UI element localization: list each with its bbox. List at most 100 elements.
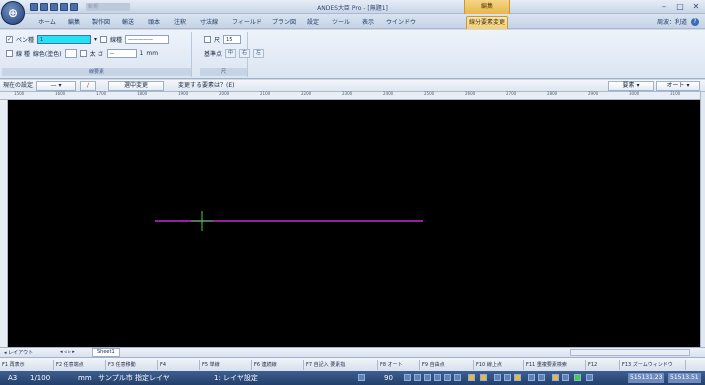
snap-left-button[interactable]: 左 — [253, 49, 265, 58]
layout-tab[interactable]: ◂ レイアウト — [4, 350, 34, 356]
fn-key-f5[interactable]: F5 単線 — [202, 360, 252, 370]
snap-right-button[interactable]: 右 — [239, 49, 251, 58]
scale-checkbox[interactable] — [204, 36, 211, 43]
help-icon[interactable] — [586, 374, 593, 381]
help-icon[interactable]: ? — [691, 17, 699, 26]
fn-key-code: F13 — [622, 362, 632, 368]
tab-0[interactable]: ホーム — [38, 19, 56, 26]
hatch-icon[interactable] — [494, 374, 501, 381]
color-select[interactable] — [64, 49, 77, 58]
fn-key-f8[interactable]: F8 オート — [380, 360, 420, 370]
tab-11[interactable]: 表示 — [361, 19, 374, 26]
new-icon[interactable] — [30, 3, 38, 11]
auto-mode-select[interactable]: オート ▾ — [656, 81, 700, 91]
grid-icon[interactable] — [404, 374, 411, 381]
line-type-select[interactable]: ————— — [125, 35, 170, 44]
fn-key-f1[interactable]: F1 再表示 — [2, 360, 54, 370]
layer-icon[interactable] — [444, 374, 451, 381]
settings-icon[interactable] — [562, 374, 569, 381]
dimension-icon[interactable] — [514, 374, 521, 381]
chevron-down-icon[interactable]: ▾ — [94, 36, 98, 43]
tab-line-element-change[interactable]: 線分要素変更 — [466, 16, 508, 29]
width-checkbox[interactable] — [79, 50, 87, 57]
undo-icon[interactable] — [70, 3, 78, 11]
sheet-bar: ◂ レイアウト ◂ ◃ ▹ ▸ Sheet1 — [0, 347, 705, 357]
tab-6[interactable]: 寸法線 — [199, 19, 218, 26]
drawing-scale: 1/100 — [30, 374, 51, 382]
ruler-tick: 2200 — [301, 91, 312, 96]
width-label: 太 さ — [89, 51, 104, 58]
fn-key-code: F2 — [56, 362, 63, 368]
qat-doc-field[interactable]: 新規 — [86, 3, 130, 11]
element-mode-select[interactable]: 要素 ▾ — [608, 81, 654, 91]
dashed-label: 線 種 — [16, 51, 30, 58]
zoom-icon[interactable] — [538, 374, 545, 381]
tab-2[interactable]: 製作図 — [91, 19, 110, 26]
tab-12[interactable]: ウインドウ — [385, 19, 416, 26]
ortho-icon[interactable] — [414, 374, 421, 381]
pen-tool-icon[interactable]: ∕ — [80, 81, 96, 91]
ruler-tick: 2800 — [547, 91, 558, 96]
fn-key-label: 再表示 — [9, 362, 25, 368]
window-controls: – □ ✕ — [659, 2, 701, 12]
change-selected-button[interactable]: 選中変更 — [108, 81, 164, 91]
line-type-checkbox[interactable] — [100, 36, 108, 43]
tab-7[interactable]: フィールド — [232, 19, 262, 26]
open-icon[interactable] — [40, 3, 48, 11]
pen-color-select[interactable]: 1 — [37, 35, 92, 44]
tab-5[interactable]: 注釈 — [173, 19, 186, 26]
text-icon[interactable] — [504, 374, 511, 381]
tab-4[interactable]: 頭本 — [147, 19, 160, 26]
minimize-icon[interactable]: – — [662, 2, 666, 11]
ruler-tick: 2600 — [465, 91, 476, 96]
sheet-nav[interactable]: ◂ ◃ ▹ ▸ — [60, 349, 75, 355]
horizontal-scrollbar[interactable] — [570, 349, 690, 356]
maximize-icon[interactable]: □ — [676, 2, 684, 11]
command-prompt: 変更する要素は？(E) — [178, 82, 235, 89]
fn-key-f10[interactable]: F10 線上点 — [476, 360, 524, 370]
fn-key-f13[interactable]: F13 ズームウィンドウ — [622, 360, 686, 370]
print-icon[interactable] — [60, 3, 68, 11]
tab-3[interactable]: 輸送 — [121, 19, 134, 26]
close-icon[interactable]: ✕ — [692, 2, 700, 11]
tab-9[interactable]: 設定 — [306, 19, 319, 26]
ruler-tick: 2000 — [219, 91, 230, 96]
fn-key-f11[interactable]: F11 重複要素検索 — [526, 360, 586, 370]
fn-key-f2[interactable]: F2 任意端点 — [56, 360, 106, 370]
snap-center-button[interactable]: 中 — [225, 49, 237, 58]
save-icon[interactable] — [50, 3, 58, 11]
tab-1[interactable]: 編集 — [67, 19, 80, 26]
current-line-preview[interactable]: — ▾ — [36, 81, 76, 91]
status-ok-icon — [574, 374, 581, 381]
tab-right-area: 周波：利道? — [657, 17, 699, 26]
fn-key-f3[interactable]: F3 任意移動 — [108, 360, 158, 370]
fn-key-f9[interactable]: F9 自由点 — [422, 360, 474, 370]
snap-icon[interactable] — [358, 374, 365, 381]
tab-8[interactable]: プラン図 — [271, 19, 296, 26]
polar-icon[interactable] — [434, 374, 441, 381]
fn-key-f12[interactable]: F12 — [588, 360, 620, 370]
vertical-scrollbar[interactable] — [700, 92, 705, 347]
pen-value: 1 — [40, 36, 44, 43]
help-text[interactable]: 周波：利道 — [656, 19, 687, 26]
pen-checkbox[interactable] — [6, 36, 13, 43]
fn-key-f6[interactable]: F6 連続線 — [254, 360, 304, 370]
fn-key-f4[interactable]: F4 — [160, 360, 200, 370]
width-slider[interactable]: — — [106, 49, 137, 58]
sheet-tab-sheet1[interactable]: Sheet1 — [92, 348, 120, 357]
print-preview-icon[interactable] — [552, 374, 559, 381]
fn-key-label: 重複要素検索 — [536, 362, 567, 368]
color-icon[interactable] — [454, 374, 461, 381]
highlight-icon[interactable] — [468, 374, 475, 381]
drawing-canvas[interactable] — [8, 100, 700, 347]
layer-setting[interactable]: 1: レイヤ設定 — [214, 374, 258, 382]
measure-icon[interactable] — [528, 374, 535, 381]
color-checkbox[interactable] — [6, 50, 13, 57]
tab-10[interactable]: ツール — [331, 19, 350, 26]
fill-icon[interactable] — [480, 374, 487, 381]
osnap-icon[interactable] — [424, 374, 431, 381]
app-menu-button[interactable]: ⊕ — [1, 1, 25, 25]
fn-key-f7[interactable]: F7 自記入 要素指 — [306, 360, 378, 370]
scale-select[interactable]: 15 — [223, 35, 242, 44]
sample-layer[interactable]: サンプル市 指定レイヤ — [98, 374, 170, 382]
